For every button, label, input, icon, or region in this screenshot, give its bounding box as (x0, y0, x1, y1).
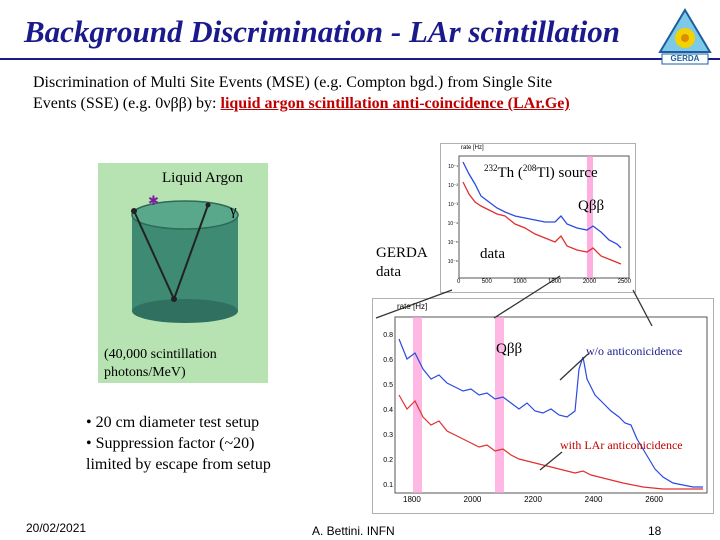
ytick: 10⁻² (448, 183, 458, 189)
ytick: 10⁻³ (448, 202, 458, 208)
liquid-argon-panel: ✱ (98, 163, 268, 383)
intro-highlight: liquid argon scintillation anti-coincide… (220, 95, 570, 112)
logo-text: GERDA (670, 54, 700, 63)
ytick: 10⁻¹ (448, 164, 458, 170)
xtick: 2000 (582, 279, 597, 285)
intro-line-2-prefix: Events (SSE) (e.g. 0νββ) by: (33, 95, 217, 112)
ytick: 10⁻⁶ (447, 259, 458, 265)
upper-yticks: 10⁻¹ 10⁻² 10⁻³ 10⁻⁴ 10⁻⁵ 10⁻⁶ (442, 158, 458, 272)
slide-title: Background Discrimination - LAr scintill… (24, 14, 621, 49)
lower-spectrum-plot: rate [Hz] 0.8 0.6 0.5 0.4 0.3 0.2 0.1 18… (372, 298, 714, 514)
xtick: 2200 (524, 495, 542, 504)
without-anticoincidence-label: w/o anticonicidence (586, 344, 683, 358)
liquid-argon-label: Liquid Argon (162, 170, 243, 186)
lower-ylabel: rate [Hz] (397, 302, 428, 311)
footer-author: A. Bettini. INFN (312, 524, 395, 538)
qbb-upper-label: Qββ (578, 198, 605, 214)
ytick: 0.1 (383, 482, 393, 489)
xtick: 1500 (548, 279, 562, 285)
source-sup-2: 208 (522, 163, 537, 173)
ytick: 0.4 (383, 407, 393, 414)
gerda-logo: GERDA (658, 8, 712, 66)
photons-label: (40,000 scintillation photons/MeV) (104, 347, 217, 380)
ytick: 10⁻⁴ (447, 221, 458, 227)
svg-text:✱: ✱ (148, 194, 159, 209)
ytick: 0.6 (383, 357, 393, 364)
intro-line-1: Discrimination of Multi Site Events (MSE… (33, 74, 553, 91)
upper-xticks: 0 500 1000 1500 2000 2500 (457, 279, 631, 285)
xtick: 2600 (645, 495, 663, 504)
gerda-data-label: GERDA data (376, 245, 427, 280)
qbb-lower-label: Qββ (496, 341, 523, 357)
page-number: 18 (648, 524, 662, 538)
bullet-item: limited by escape from setup (86, 456, 271, 473)
source-sup-1: 232 (484, 163, 498, 173)
title-rule (0, 58, 720, 60)
source-tail: Tl) source (536, 165, 598, 181)
xtick: 0 (457, 279, 461, 285)
xtick: 2400 (584, 495, 603, 504)
source-label: 232Th (208Tl) source (484, 163, 598, 182)
ytick: 10⁻⁵ (447, 240, 458, 246)
ytick: 0.3 (383, 432, 393, 439)
lower-xticks: 1800 2000 2200 2400 2600 (403, 495, 663, 504)
xtick: 1000 (513, 279, 527, 285)
bullet-item: • Suppression factor (~20) (86, 435, 255, 452)
cylinder-illustration: ✱ (131, 194, 239, 323)
xtick: 500 (481, 279, 492, 285)
gamma-label: γ (230, 203, 237, 219)
bullet-item: • 20 cm diameter test setup (86, 414, 260, 431)
intro-text: Discrimination of Multi Site Events (MSE… (33, 72, 693, 114)
intro-line-2: Events (SSE) (e.g. 0νββ) by: liquid argo… (33, 93, 693, 114)
upper-ylabel: rate [Hz] (461, 145, 484, 151)
ytick: 0.8 (383, 332, 393, 339)
xtick: 1800 (403, 495, 421, 504)
with-anticoincidence-label: with LAr anticonicidence (560, 438, 683, 452)
upper-spectrum-plot: rate [Hz] 10⁻¹ 10⁻² 10⁻³ 10⁻⁴ 10⁻⁵ 10⁻⁶ … (440, 143, 636, 293)
source-th: Th ( (497, 165, 523, 181)
footer-date: 20/02/2021 (26, 521, 87, 535)
ytick: 0.2 (383, 457, 393, 464)
lower-yticks: 0.8 0.6 0.5 0.4 0.3 0.2 0.1 (375, 323, 393, 498)
data-label: data (480, 246, 505, 262)
xtick: 2500 (617, 279, 631, 285)
xtick: 2000 (463, 495, 482, 504)
ytick: 0.5 (383, 382, 393, 389)
bullet-list: • 20 cm diameter test setup • Suppressio… (86, 412, 271, 475)
